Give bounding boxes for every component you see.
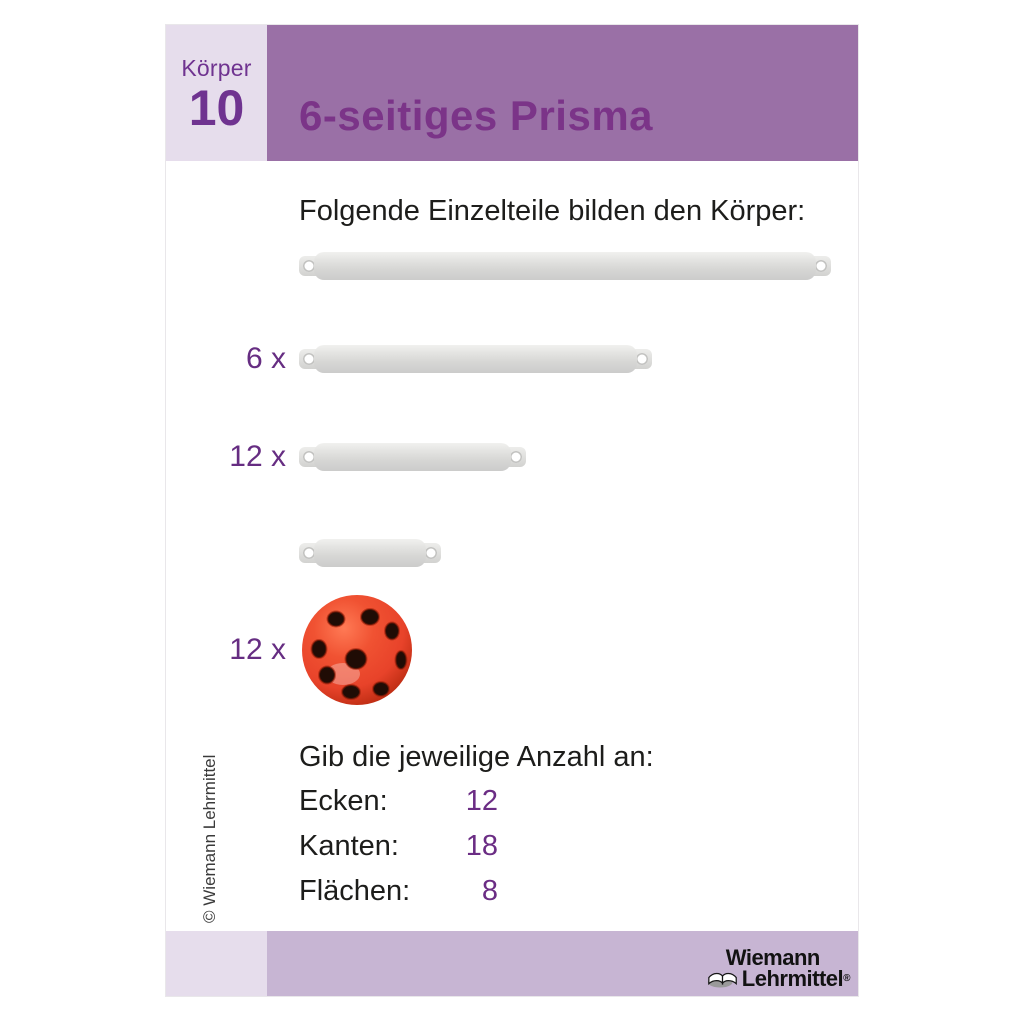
rod-body (314, 539, 426, 567)
eyelet-hole (303, 353, 315, 365)
badge-category-label: Körper (181, 55, 252, 81)
answer-value: 18 (465, 830, 498, 862)
part-count-label: 12 x (229, 633, 286, 666)
brand-logo: Wiemann Lehrmittel ® (706, 945, 850, 991)
answer-row-edges: Kanten: 18 (299, 830, 519, 875)
answer-rows: Ecken: 12 Kanten: 18 Flächen: 8 (299, 785, 519, 920)
answer-value: 8 (481, 875, 498, 907)
eyelet-hole (815, 260, 827, 272)
question-prompt: Gib die jeweilige Anzahl an: (299, 741, 654, 773)
part-count-label: 12 x (229, 440, 286, 473)
badge-number: 10 (188, 80, 245, 136)
ball-hole (360, 608, 380, 626)
ball-hole (310, 639, 328, 659)
rod-graphic (299, 539, 441, 567)
ball-hole (344, 648, 368, 670)
ball-hole (384, 621, 400, 641)
card-number-badge: Körper 10 (166, 25, 267, 161)
answer-label: Flächen: (299, 875, 411, 907)
rod-body (314, 252, 816, 280)
connector-ball-graphic (302, 595, 412, 705)
answer-value: 12 (465, 785, 498, 817)
eyelet-hole (425, 547, 437, 559)
brand-name-line2: Lehrmittel ® (706, 965, 850, 991)
parts-intro-text: Folgende Einzelteile bilden den Körper: (299, 195, 806, 227)
eyelet-hole (303, 547, 315, 559)
rod-graphic (299, 252, 831, 280)
rod-body (314, 345, 637, 373)
answer-label: Ecken: (299, 785, 388, 817)
rod-body (314, 443, 511, 471)
title-bar: 6-seitiges Prisma (267, 25, 858, 161)
eyelet-hole (303, 260, 315, 272)
work-card: Körper 10 6-seitiges Prisma Folgende Ein… (165, 24, 859, 997)
part-count-label: 6 x (245, 342, 286, 375)
card-header: Körper 10 6-seitiges Prisma (166, 25, 858, 161)
card-footer: Wiemann Lehrmittel ® (166, 931, 858, 996)
brand-name-text: Lehrmittel (741, 965, 844, 991)
eyelet-hole (303, 451, 315, 463)
rod-graphic (299, 345, 652, 373)
open-book-icon (707, 972, 737, 988)
ball-hole (394, 650, 408, 670)
ball-hole (372, 681, 390, 697)
ball-hole (341, 684, 361, 700)
ball-hole (318, 665, 336, 685)
answer-label: Kanten: (299, 830, 399, 862)
ball-hole (326, 610, 346, 628)
registered-mark: ® (843, 973, 850, 985)
eyelet-hole (510, 451, 522, 463)
footer-bar: Wiemann Lehrmittel ® (267, 931, 858, 996)
brand-name-line1: Wiemann (725, 945, 821, 971)
page-title: 6-seitiges Prisma (299, 92, 654, 139)
rod-graphic (299, 443, 526, 471)
answer-row-faces: Flächen: 8 (299, 875, 519, 920)
eyelet-hole (636, 353, 648, 365)
footer-accent-block (166, 931, 267, 996)
copyright-text: © Wiemann Lehrmittel (200, 754, 219, 923)
answer-row-corners: Ecken: 12 (299, 785, 519, 830)
